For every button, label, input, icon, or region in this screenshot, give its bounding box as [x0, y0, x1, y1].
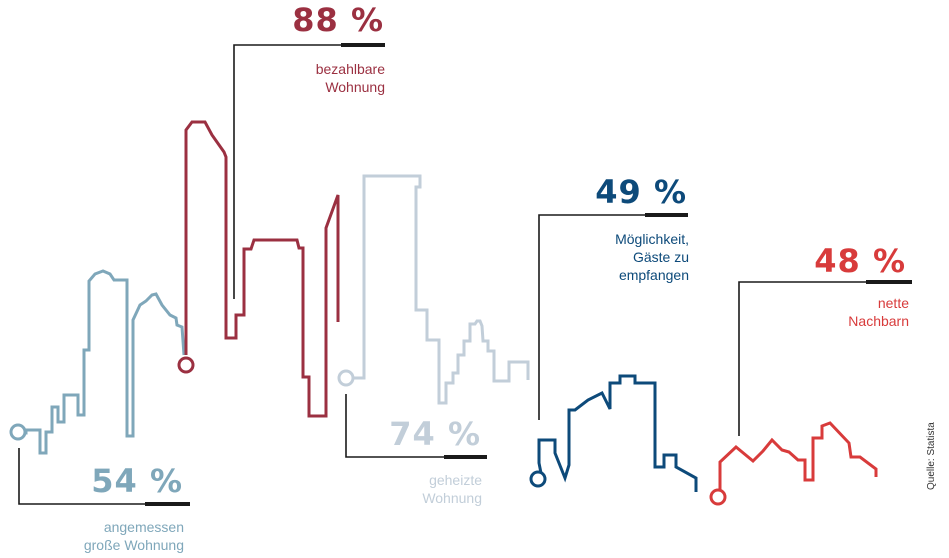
category-label-4-line-1: Möglichkeit,	[615, 231, 689, 247]
skyline-gaeste	[537, 374, 698, 492]
source-note: Quelle: Statista	[926, 422, 937, 490]
skyline-cap-5	[709, 488, 727, 506]
skyline-cap-3	[337, 369, 355, 387]
skyline-wohnung	[16, 269, 186, 455]
category-label-2-line-1: bezahlbare	[316, 61, 385, 77]
skyline-cap-1	[9, 423, 27, 441]
value-label-5: 48 %	[814, 242, 906, 280]
skyline-nachbarn	[718, 421, 878, 490]
category-label-3-line-2: Wohnung	[422, 490, 482, 506]
category-label-4-line-3: empfangen	[619, 267, 689, 283]
skyline-cap-4	[529, 470, 547, 488]
category-label-3-line-1: geheizte	[429, 472, 482, 488]
value-label-1: 54 %	[91, 462, 183, 500]
category-label-5-line-2: Nachbarn	[848, 313, 909, 329]
category-label-1-line-1: angemessen	[104, 519, 184, 535]
value-label-4: 49 %	[595, 173, 687, 211]
value-label-3: 74 %	[389, 415, 481, 453]
category-label-4-line-2: Gäste zu	[633, 249, 689, 265]
category-label-5-line-1: nette	[878, 295, 909, 311]
skyline-geheizt	[352, 174, 530, 405]
category-label-1-line-2: große Wohnung	[84, 537, 184, 553]
value-label-2: 88 %	[292, 1, 384, 39]
leader-line-4	[538, 214, 688, 420]
leader-line-5	[738, 281, 912, 436]
category-label-2-line-2: Wohnung	[325, 79, 385, 95]
leader-line-2	[233, 44, 385, 299]
leader-line-1	[18, 448, 190, 505]
skyline-cap-2	[177, 356, 195, 374]
skyline-bezahlbar	[184, 120, 340, 418]
leader-line-3	[345, 394, 487, 458]
